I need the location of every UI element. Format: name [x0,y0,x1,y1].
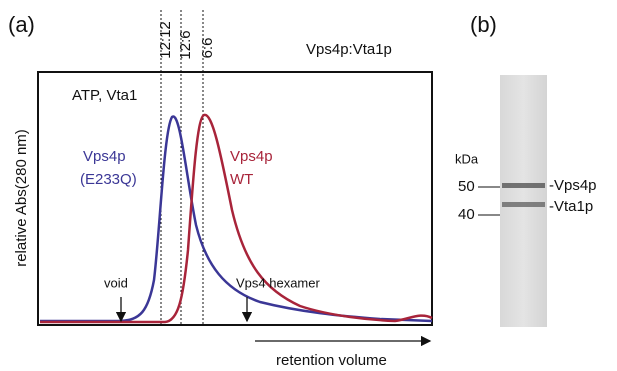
annotation: void [104,275,128,290]
gel-lane [500,75,547,327]
marker-label: 50 [458,178,475,195]
annotation: Vps4 hexamer [236,275,320,290]
band-label: -Vps4p [549,177,597,194]
x-axis-label: retention volume [276,352,387,369]
series-label: (E233Q) [80,171,137,188]
unit-label: kDa [455,151,479,166]
ratio-label: 12:6 [177,30,194,59]
figure: (a) Vps4p:Vta1p 12:12 12:6 6:6 ATP, Vta1… [0,0,617,371]
plot-frame [38,72,432,325]
band-label: -Vta1p [549,198,593,215]
marker-label: 40 [458,206,475,223]
series-label: Vps4p [230,148,273,165]
ratio-label: 6:6 [199,38,216,59]
panel-title: Vps4p:Vta1p [306,41,392,58]
series-label: Vps4p [83,148,126,165]
ratio-label: 12:12 [157,21,174,59]
panel-label: (a) [8,12,35,37]
y-axis-label: relative Abs(280 nm) [13,129,30,267]
gel-band [502,202,545,207]
series-label: WT [230,171,253,188]
gel-band [502,183,545,188]
condition-label: ATP, Vta1 [72,87,137,104]
panel-label: (b) [470,12,497,37]
